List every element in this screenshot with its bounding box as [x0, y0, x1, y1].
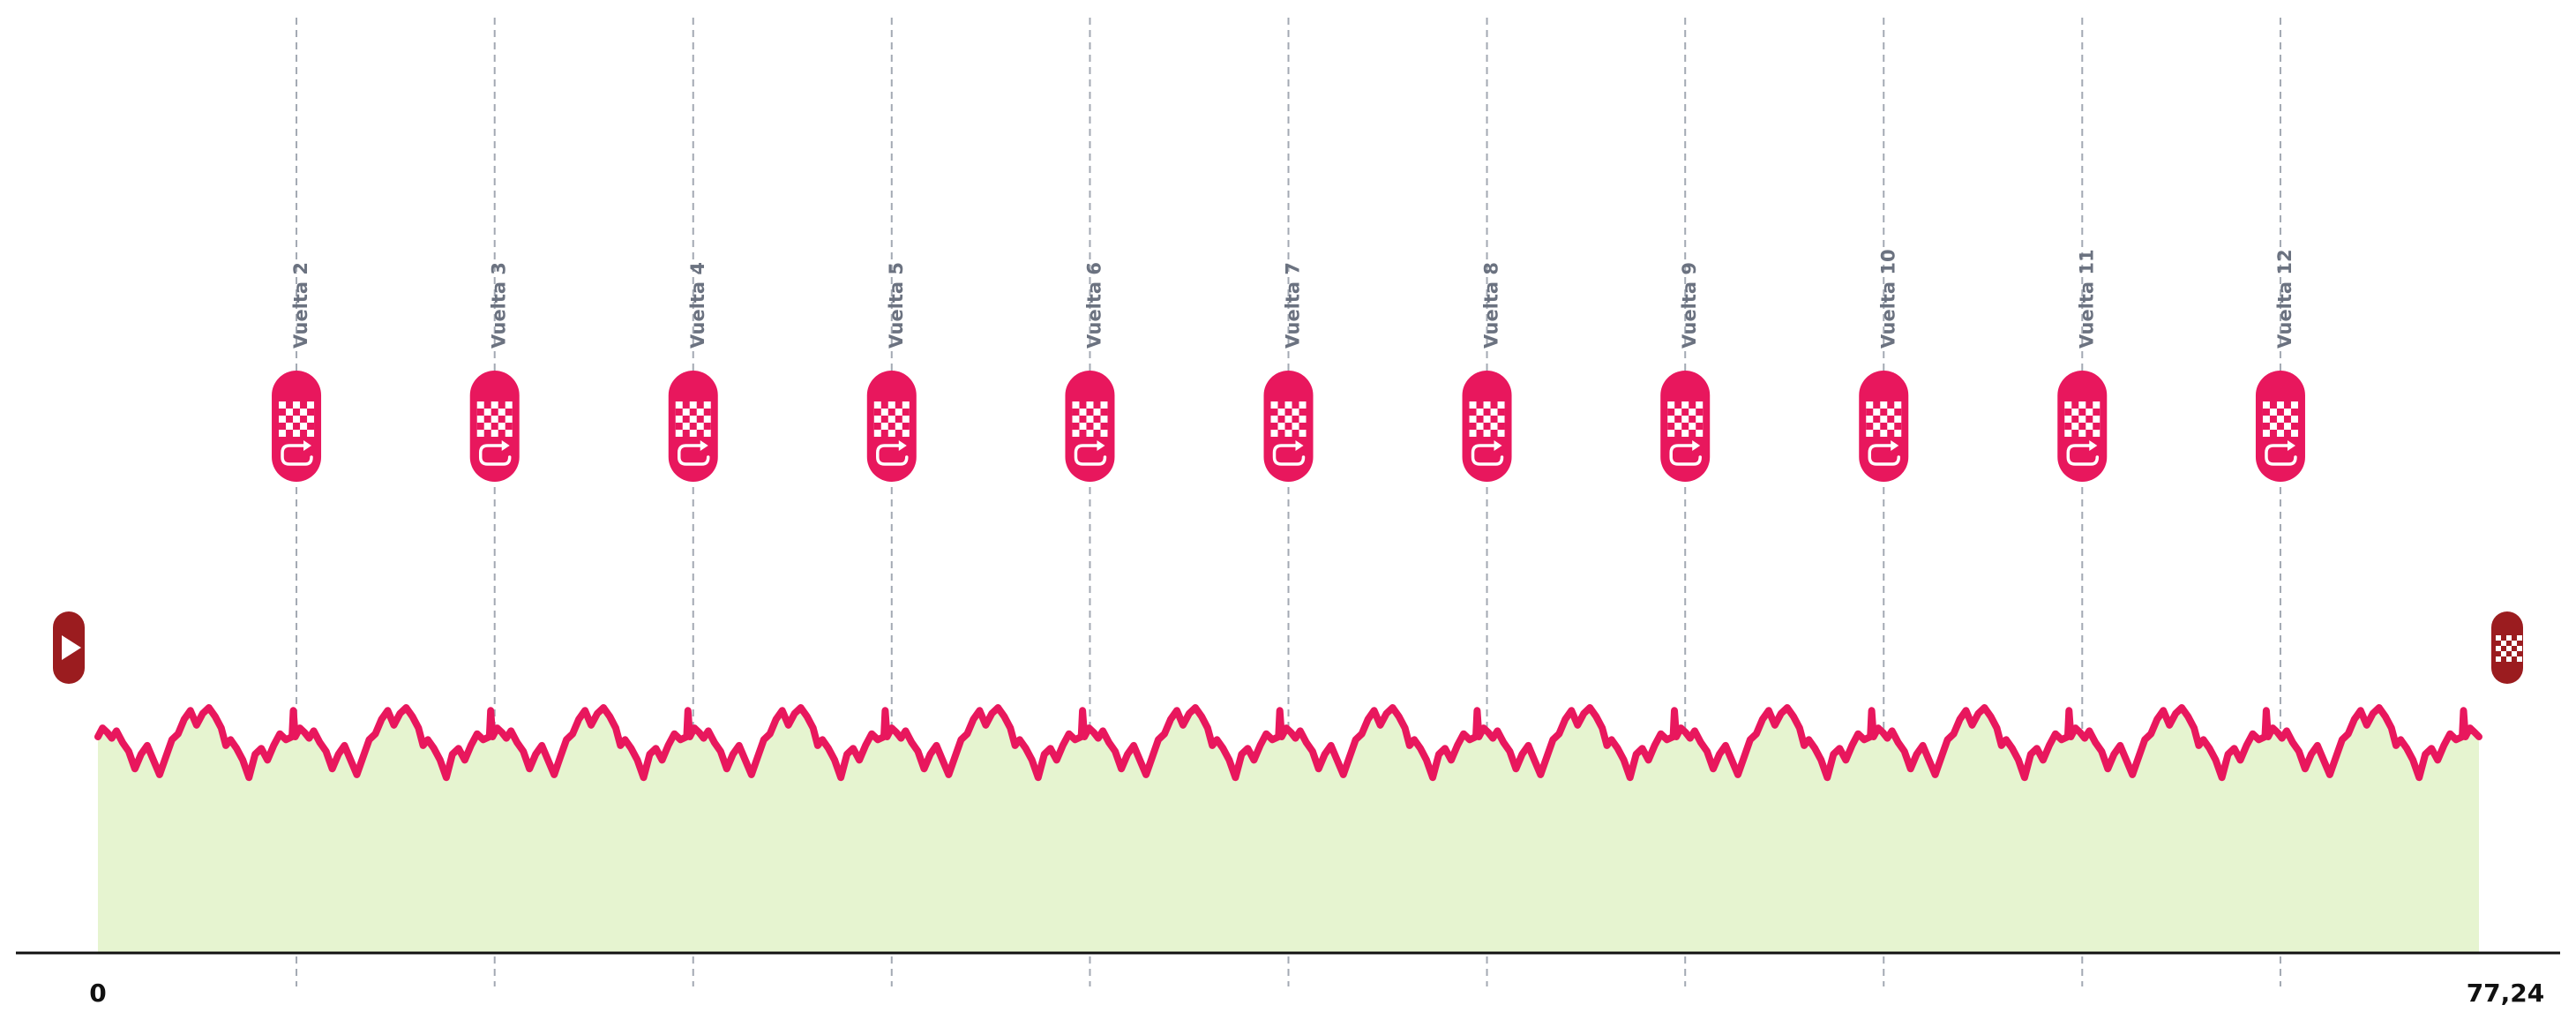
- x-tick-label-end: 77,24: [2467, 979, 2545, 1008]
- lap-marker: [2255, 371, 2305, 482]
- lap-marker: [2057, 371, 2108, 482]
- lap-label: Vuelta 5: [886, 262, 907, 349]
- profile-fill-area: [98, 708, 2479, 953]
- lap-marker: [866, 371, 917, 482]
- lap-label: Vuelta 8: [1481, 262, 1502, 349]
- lap-marker: [1462, 371, 1512, 482]
- checkered-flag-icon: [1667, 401, 1704, 437]
- loop-arrow-icon: [1471, 440, 1504, 466]
- lap-marker: [1263, 371, 1314, 482]
- elevation-profile-line: [94, 704, 2482, 782]
- loop-arrow-icon: [1272, 440, 1306, 466]
- lap-label: Vuelta 6: [1083, 262, 1105, 349]
- checkered-flag-icon: [2262, 401, 2298, 437]
- lap-label: Vuelta 9: [1679, 262, 1700, 349]
- checkered-flag-icon: [1270, 401, 1307, 437]
- lap-label: Vuelta 2: [290, 262, 311, 349]
- loop-arrow-icon: [2265, 440, 2297, 466]
- lap-labels: Vuelta 2 Vuelta 3 Vuelta 4 Vuelta 5 Vuelta 6…: [290, 249, 2295, 349]
- x-tick-label-start: 0: [89, 979, 106, 1008]
- lap-label: Vuelta 7: [1283, 262, 1304, 349]
- lap-label: Vuelta 4: [687, 262, 708, 349]
- checkered-flag-icon: [476, 401, 513, 437]
- lap-marker: [469, 371, 520, 482]
- loop-arrow-icon: [478, 440, 512, 466]
- lap-marker: [1660, 371, 1711, 482]
- checkered-flag-icon: [1469, 401, 1505, 437]
- loop-arrow-icon: [678, 440, 710, 466]
- loop-arrow-icon: [876, 440, 909, 466]
- finish-checkered-flag-icon: [2496, 635, 2522, 662]
- lap-label: Vuelta 3: [489, 262, 510, 349]
- lap-label: Vuelta 10: [1877, 249, 1898, 349]
- checkered-flag-icon: [1866, 401, 1902, 437]
- checkered-flag-icon: [279, 401, 315, 437]
- lap-marker: [1859, 371, 1909, 482]
- checkered-flag-icon: [1072, 401, 1108, 437]
- loop-arrow-icon: [1074, 440, 1107, 466]
- checkered-flag-icon: [675, 401, 711, 437]
- lap-marker: [668, 371, 718, 482]
- checkered-flag-icon: [873, 401, 910, 437]
- lap-label: Vuelta 12: [2274, 249, 2295, 349]
- start-marker: [53, 611, 85, 684]
- checkered-flag-icon: [2064, 401, 2100, 437]
- lap-marker: [272, 371, 322, 482]
- loop-arrow-icon: [2066, 440, 2100, 466]
- lap-label: Vuelta 11: [2076, 249, 2097, 349]
- start-play-icon: [62, 635, 81, 660]
- loop-arrow-icon: [1868, 440, 1900, 466]
- finish-marker: [2491, 611, 2523, 684]
- lap-markers: [272, 371, 2305, 482]
- loop-arrow-icon: [1669, 440, 1702, 466]
- lap-marker: [1065, 371, 1115, 482]
- loop-arrow-icon: [281, 440, 313, 466]
